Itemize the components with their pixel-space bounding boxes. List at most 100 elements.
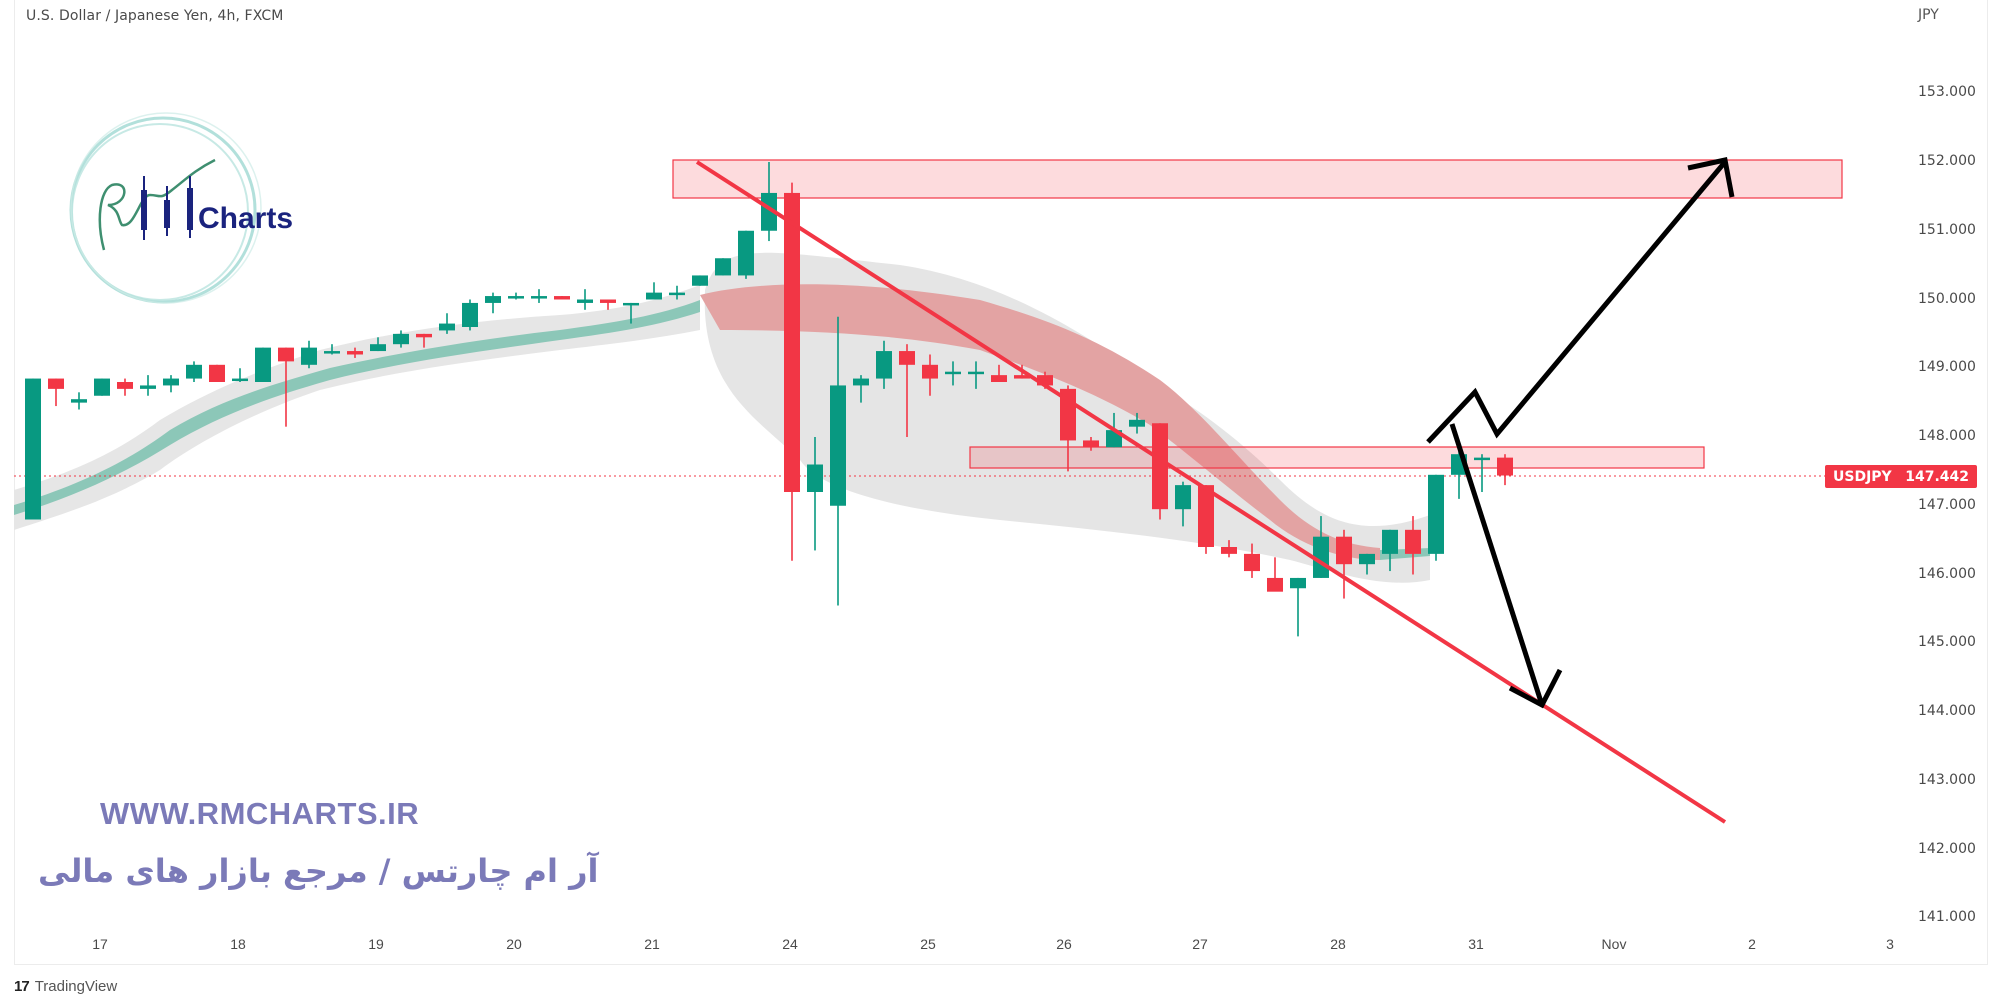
- candle: [692, 275, 708, 286]
- candle: [738, 230, 754, 279]
- candle: [324, 344, 340, 355]
- candle: [1359, 553, 1375, 575]
- candle: [669, 285, 685, 300]
- candle: [577, 289, 593, 310]
- candle: [623, 302, 639, 324]
- candle: [301, 340, 317, 369]
- candle: [876, 340, 892, 389]
- price-axis-label: 143.000: [1918, 772, 1976, 788]
- candle: [1083, 437, 1099, 451]
- time-axis-label: Nov: [1601, 936, 1627, 952]
- chart-title: U.S. Dollar / Japanese Yen, 4h, FXCM: [26, 8, 284, 24]
- candle: [531, 289, 547, 303]
- candle: [715, 258, 731, 276]
- candle: [508, 292, 524, 300]
- candle: [163, 375, 179, 393]
- price-axis-label: 145.000: [1918, 634, 1976, 650]
- time-axis-label: 24: [782, 936, 798, 952]
- resistance-zone-lower[interactable]: [969, 446, 1705, 469]
- candle: [1313, 516, 1329, 578]
- time-axis-label: 18: [230, 936, 246, 952]
- price-axis-label: 153.000: [1918, 84, 1976, 100]
- time-axis-label: 20: [506, 936, 522, 952]
- candle: [347, 347, 363, 358]
- time-axis-label: 19: [368, 936, 384, 952]
- tradingview-logo-icon: 17: [14, 978, 30, 995]
- candle: [1175, 481, 1191, 527]
- candle: [48, 378, 64, 407]
- candle: [1428, 474, 1444, 561]
- candle: [1152, 423, 1168, 520]
- candle: [600, 299, 616, 310]
- resistance-zone-upper[interactable]: [672, 159, 1843, 199]
- candle: [554, 296, 570, 300]
- candle: [1221, 540, 1237, 558]
- candle: [255, 347, 271, 382]
- candle: [761, 162, 777, 242]
- price-tag-value: 147.442: [1905, 468, 1969, 485]
- price-axis-label: 142.000: [1918, 841, 1976, 857]
- scenario-arrow-down[interactable]: [1449, 423, 1563, 709]
- price-axis-label: 151.000: [1918, 222, 1976, 238]
- price-axis-label: 144.000: [1918, 703, 1976, 719]
- candle: [370, 337, 386, 352]
- candle: [1244, 543, 1260, 578]
- candle: [94, 378, 110, 396]
- price-axis-label: 147.000: [1918, 497, 1976, 513]
- candle: [209, 364, 225, 382]
- candle: [439, 313, 455, 334]
- candle: [1198, 485, 1214, 554]
- descending-trendline[interactable]: [695, 160, 1727, 824]
- candle: [117, 378, 133, 396]
- time-axis-label: 17: [92, 936, 108, 952]
- time-axis-label: 28: [1330, 936, 1346, 952]
- rmcharts-logo: Charts: [69, 112, 293, 304]
- candle: [278, 347, 294, 427]
- price-axis-label: 148.000: [1918, 428, 1976, 444]
- price-axis-label: 150.000: [1918, 291, 1976, 307]
- price-axis-label: 149.000: [1918, 359, 1976, 375]
- candle: [393, 330, 409, 348]
- candle: [485, 292, 501, 314]
- candle: [968, 361, 984, 389]
- time-axis-label: 21: [644, 936, 660, 952]
- candle: [1267, 557, 1283, 592]
- candle: [416, 333, 432, 348]
- tradingview-footer[interactable]: 17 TradingView: [14, 978, 117, 995]
- candle: [140, 375, 156, 396]
- candle: [1129, 412, 1145, 434]
- last-price-tag: USDJPY 147.442: [1825, 465, 1977, 488]
- candle: [1474, 454, 1490, 492]
- candle: [1382, 529, 1398, 572]
- time-axis-label: 27: [1192, 936, 1208, 952]
- candle: [232, 368, 248, 382]
- time-axis-label: 26: [1056, 936, 1072, 952]
- candlestick-series: [25, 162, 1513, 637]
- candle: [1290, 577, 1306, 637]
- indicator-cloud: [14, 252, 1430, 583]
- svg-text:Charts: Charts: [198, 202, 293, 235]
- candle: [922, 354, 938, 396]
- time-axis-label: 31: [1468, 936, 1484, 952]
- candle: [830, 316, 846, 606]
- candle: [71, 392, 87, 410]
- price-tag-symbol: USDJPY: [1833, 468, 1892, 485]
- price-axis-label: 152.000: [1918, 153, 1976, 169]
- watermark-persian-tagline: آر ام چارتس / مرجع بازار های مالی: [38, 852, 599, 890]
- candle: [899, 344, 915, 437]
- candle: [186, 361, 202, 382]
- candle: [991, 364, 1007, 382]
- time-axis-label: 3: [1886, 936, 1894, 952]
- time-axis-label: 25: [920, 936, 936, 952]
- time-axis-label: 2: [1748, 936, 1756, 952]
- candle: [462, 299, 478, 331]
- candle: [646, 282, 662, 300]
- candle: [784, 182, 800, 561]
- price-axis-label: 141.000: [1918, 909, 1976, 925]
- price-axis-label: 146.000: [1918, 566, 1976, 582]
- candle: [945, 361, 961, 386]
- candle: [1336, 529, 1352, 599]
- scenario-arrow-up[interactable]: [1426, 157, 1735, 444]
- candle: [1497, 454, 1513, 486]
